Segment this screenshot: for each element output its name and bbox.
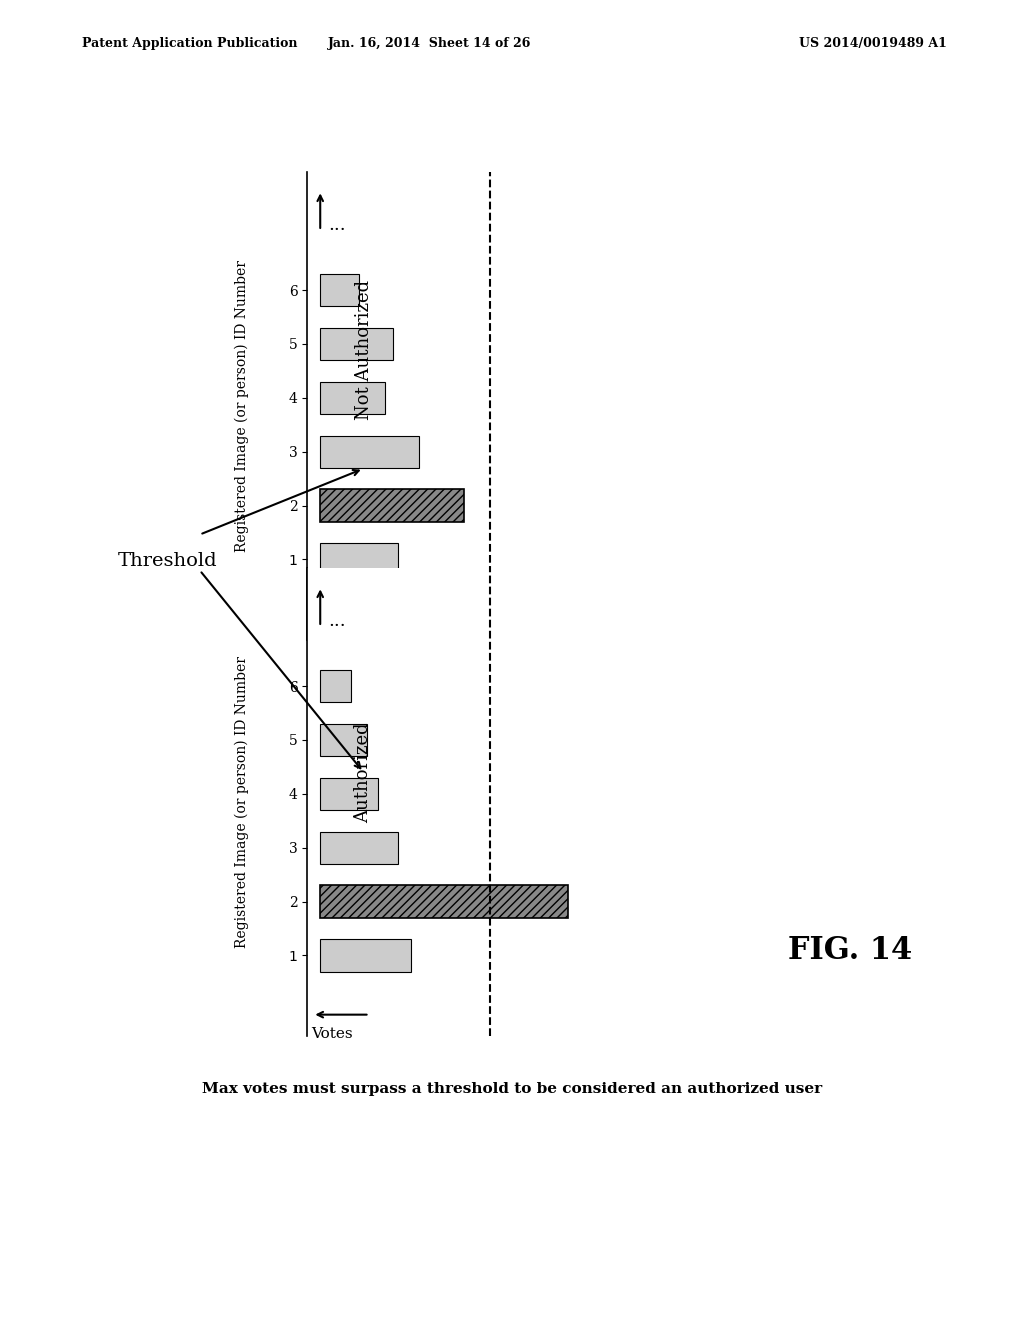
Bar <box>321 327 393 360</box>
Bar <box>321 886 567 917</box>
Bar <box>321 275 359 306</box>
Y-axis label: Registered Image (or person) ID Number: Registered Image (or person) ID Number <box>234 656 249 948</box>
Text: Jan. 16, 2014  Sheet 14 of 26: Jan. 16, 2014 Sheet 14 of 26 <box>329 37 531 50</box>
Bar <box>321 832 398 863</box>
Text: FIG. 14: FIG. 14 <box>787 935 912 966</box>
Bar <box>321 777 378 810</box>
Bar <box>321 544 398 576</box>
Bar <box>321 723 368 756</box>
Text: ...: ... <box>328 215 346 234</box>
Text: Max votes must surpass a threshold to be considered an authorized user: Max votes must surpass a threshold to be… <box>202 1082 822 1096</box>
Bar <box>321 490 464 521</box>
Text: Patent Application Publication: Patent Application Publication <box>82 37 297 50</box>
Bar <box>321 940 412 972</box>
Text: Votes: Votes <box>311 631 352 644</box>
Y-axis label: Registered Image (or person) ID Number: Registered Image (or person) ID Number <box>234 260 249 552</box>
Text: ...: ... <box>328 611 346 630</box>
Bar <box>321 436 419 467</box>
Bar <box>321 671 351 702</box>
Text: Votes: Votes <box>311 1027 352 1040</box>
Bar <box>321 381 385 414</box>
Text: Not Authorized: Not Authorized <box>354 280 373 420</box>
Text: US 2014/0019489 A1: US 2014/0019489 A1 <box>799 37 946 50</box>
Text: Threshold: Threshold <box>118 552 217 570</box>
Text: Authorized: Authorized <box>354 722 373 822</box>
